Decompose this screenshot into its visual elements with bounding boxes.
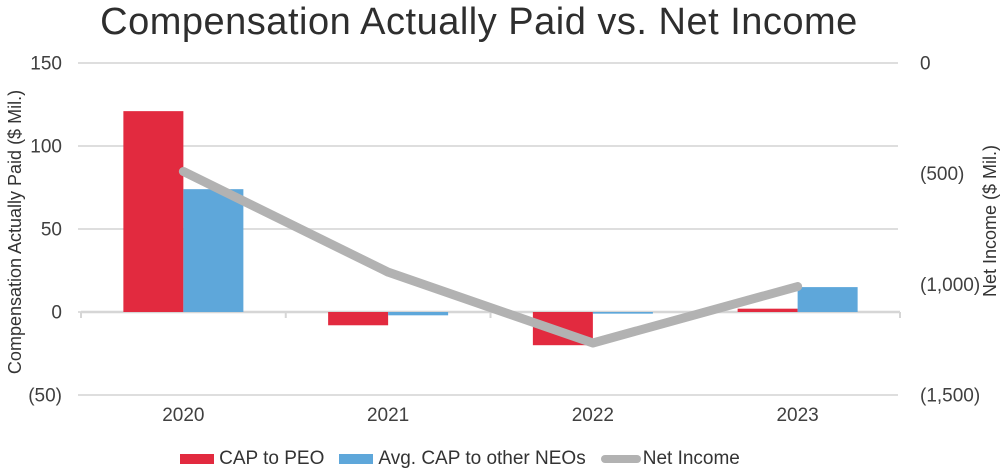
bar-avg-cap-to-other-neos-2021 (388, 312, 449, 316)
legend-label: CAP to PEO (219, 448, 325, 469)
x-axis-label-2023: 2023 (776, 405, 818, 426)
left-axis-tick-label: 100 (30, 137, 62, 158)
legend-label: Avg. CAP to other NEOs (378, 448, 586, 469)
legend-item-avg-cap-neos: Avg. CAP to other NEOs (339, 448, 586, 470)
right-axis-tick-label: 0 (920, 54, 931, 75)
left-axis-tick-label: 150 (30, 54, 62, 75)
legend-label: Net Income (642, 448, 740, 469)
net-income-line-swatch-icon (600, 455, 641, 463)
right-axis-tick-label: (500) (920, 164, 964, 185)
x-axis-label-2021: 2021 (367, 405, 409, 426)
chart-title: Compensation Actually Paid vs. Net Incom… (100, 1, 858, 43)
left-axis-tick-label: 0 (51, 303, 62, 324)
bar-avg-cap-to-other-neos-2020 (183, 189, 244, 312)
bar-avg-cap-to-other-neos-2022 (592, 312, 653, 314)
right-axis-tick-label: (1,000) (920, 275, 980, 296)
bar-cap-to-peo-2023 (737, 308, 798, 312)
bar-avg-cap-to-other-neos-2023 (797, 287, 858, 312)
legend-item-net-income: Net Income (600, 448, 740, 470)
cap-to-peo-swatch-icon (180, 454, 215, 464)
left-axis-tick-label: (50) (28, 386, 62, 407)
legend-item-cap-to-peo: CAP to PEO (180, 448, 324, 470)
right-axis-title: Net Income ($ Mil.) (980, 145, 1000, 297)
bar-cap-to-peo-2021 (328, 312, 389, 326)
avg-cap-neos-swatch-icon (339, 454, 374, 464)
x-axis-label-2020: 2020 (162, 405, 204, 426)
bar-cap-to-peo-2020 (123, 111, 184, 312)
x-axis-label-2022: 2022 (572, 405, 614, 426)
left-axis-title: Compensation Actually Paid ($ Mil.) (5, 90, 25, 374)
net-income-line (178, 166, 803, 348)
left-axis-tick-label: 50 (41, 220, 62, 241)
legend: CAP to PEO Avg. CAP to other NEOs Net In… (0, 448, 920, 470)
right-axis-tick-label: (1,500) (920, 386, 980, 407)
